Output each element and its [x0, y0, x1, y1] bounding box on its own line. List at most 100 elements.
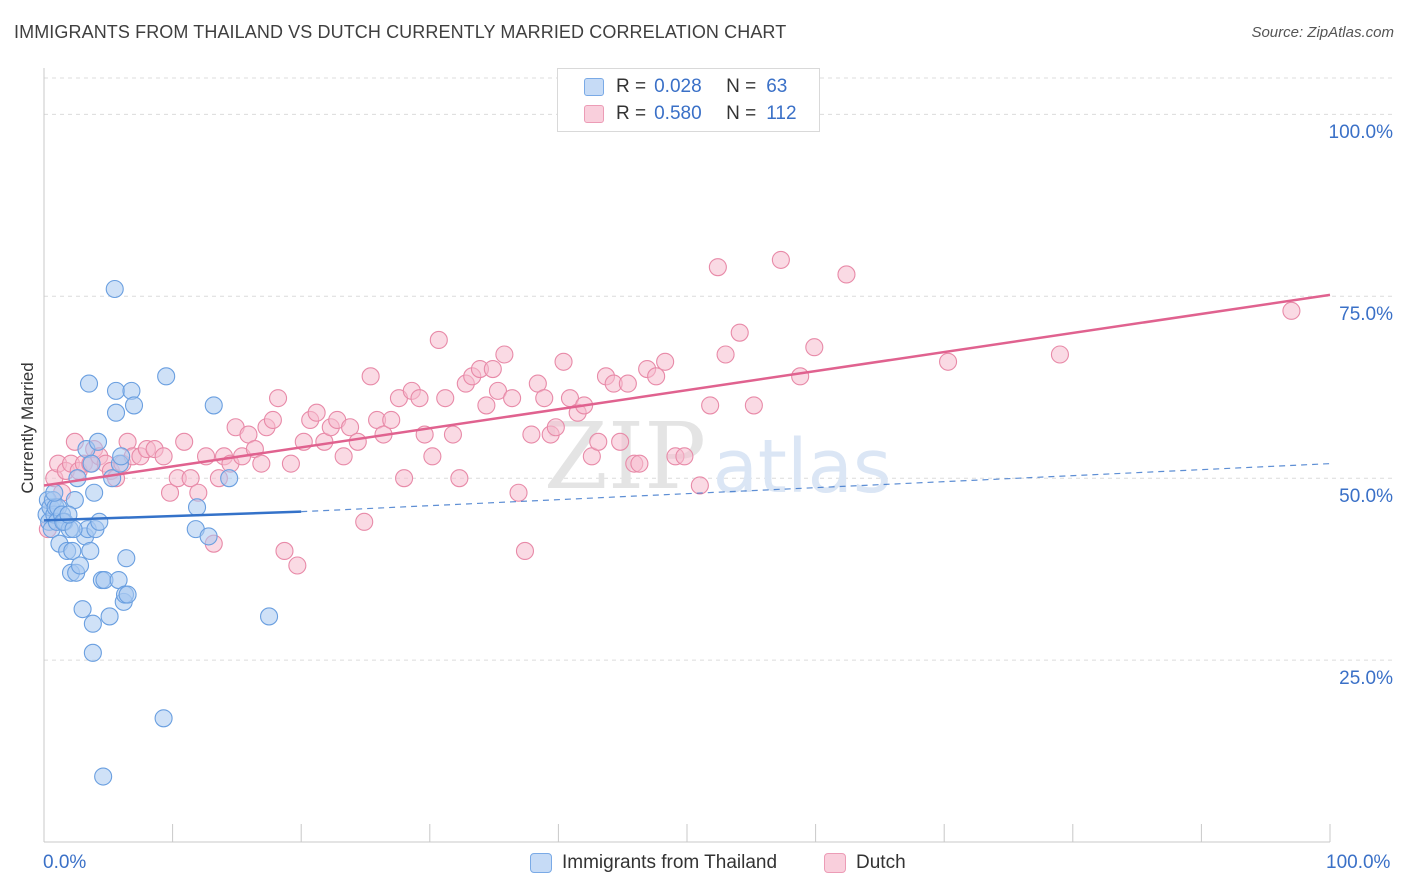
- dutch-point: [515, 541, 535, 561]
- thailand-point: [88, 432, 108, 451]
- thailand-point: [79, 374, 99, 393]
- dutch-point: [175, 432, 194, 451]
- thailand-point: [73, 600, 92, 619]
- dutch-point: [708, 258, 727, 277]
- series-legend-dutch[interactable]: Dutch: [824, 852, 906, 874]
- thailand-point: [83, 614, 102, 633]
- dutch-point: [361, 367, 380, 386]
- dutch-point: [341, 418, 360, 437]
- legend-swatch-thailand: [584, 78, 604, 96]
- thailand-point: [117, 549, 136, 568]
- dutch-point: [791, 367, 810, 386]
- thailand-point: [45, 483, 64, 502]
- legend-r-label: R =: [616, 76, 647, 97]
- dutch-point: [288, 556, 307, 575]
- series-label-dutch: Dutch: [856, 852, 906, 873]
- thailand-point: [100, 607, 119, 626]
- dutch-point: [618, 374, 637, 393]
- thailand-point: [204, 396, 223, 415]
- thailand-point: [94, 767, 113, 786]
- dutch-point: [837, 265, 856, 284]
- thailand-point: [85, 483, 104, 502]
- dutch-point: [656, 352, 675, 371]
- dutch-point: [675, 447, 694, 466]
- dutch-point: [269, 389, 288, 408]
- legend-n-value-thailand: 63: [766, 76, 788, 97]
- y-axis-label: Currently Married: [18, 362, 37, 494]
- gridlines: [44, 77, 1392, 661]
- thailand-trend-line: [43, 510, 302, 522]
- thailand-point: [106, 381, 126, 400]
- dutch-point: [275, 541, 294, 561]
- thailand-point: [68, 469, 87, 488]
- watermark: ZIP atlas: [544, 403, 892, 510]
- legend-n-value-dutch: 112: [766, 103, 797, 124]
- dutch-point: [450, 469, 469, 488]
- dutch-point: [160, 483, 180, 502]
- legend-row-dutch: R = 0.580 N = 112: [584, 102, 797, 126]
- dutch-point: [263, 410, 282, 430]
- y-tick-label: 25.0%: [1339, 668, 1393, 690]
- dutch-point: [546, 418, 565, 437]
- dutch-point: [630, 454, 649, 473]
- thailand-point: [81, 541, 100, 561]
- thailand-point: [124, 396, 144, 415]
- dutch-point: [348, 432, 367, 451]
- dutch-point: [395, 469, 414, 488]
- dutch-point: [1050, 345, 1069, 364]
- legend-n-label: N =: [726, 76, 757, 97]
- thailand-point: [90, 512, 109, 531]
- dutch-point: [307, 403, 326, 422]
- dutch-point: [589, 432, 608, 451]
- thailand-point: [118, 585, 137, 604]
- dutch-point: [429, 330, 448, 349]
- y-axis-label-wrap: Currently Married: [16, 330, 40, 530]
- dutch-point: [771, 250, 790, 269]
- dutch-point: [744, 396, 763, 415]
- dutch-point: [154, 447, 173, 466]
- thailand-point: [106, 403, 126, 422]
- thailand-point: [154, 709, 173, 728]
- source-label: Source: ZipAtlas.com: [1251, 24, 1394, 41]
- dutch-point: [647, 367, 666, 386]
- legend-r-value-dutch: 0.580: [654, 103, 702, 124]
- series-swatch-thailand: [530, 853, 552, 873]
- dutch-point: [281, 454, 300, 473]
- y-tick-label: 100.0%: [1328, 122, 1393, 144]
- dutch-point: [443, 425, 462, 444]
- series-legend-thailand[interactable]: Immigrants from Thailand: [530, 852, 777, 874]
- legend-swatch-dutch: [584, 105, 604, 123]
- thailand-point: [70, 556, 90, 575]
- dutch-point: [554, 352, 573, 371]
- thailand-point: [63, 541, 82, 561]
- dutch-point: [483, 359, 502, 379]
- series-label-thailand: Immigrants from Thailand: [562, 852, 778, 873]
- y-tick-label: 50.0%: [1339, 486, 1393, 508]
- legend-row-thailand: R = 0.028 N = 63: [584, 75, 787, 99]
- legend-n-label: N =: [726, 103, 757, 124]
- dutch-point: [495, 345, 514, 364]
- dutch-points: [38, 250, 1301, 575]
- dutch-point: [477, 396, 496, 415]
- legend-r-label: R =: [616, 103, 647, 124]
- dutch-point: [1282, 301, 1301, 320]
- trend-lines: [43, 293, 1331, 522]
- dutch-point: [503, 389, 522, 408]
- thailand-points: [37, 279, 279, 786]
- thailand-point: [187, 498, 207, 517]
- dutch-point: [382, 410, 401, 430]
- dutch-point: [355, 512, 374, 531]
- watermark-atlas: atlas: [713, 424, 892, 510]
- dutch-point: [535, 389, 554, 408]
- dutch-point: [252, 454, 271, 473]
- dutch-point: [488, 381, 508, 400]
- dutch-point: [410, 389, 429, 408]
- thailand-point: [220, 469, 239, 488]
- axes: [43, 68, 1331, 843]
- x-tick-max: 100.0%: [1326, 852, 1391, 873]
- dutch-point: [436, 389, 455, 408]
- dutch-point: [690, 476, 709, 495]
- y-tick-label: 75.0%: [1339, 304, 1393, 326]
- series-swatch-dutch: [824, 853, 846, 873]
- legend-r-value-thailand: 0.028: [654, 76, 702, 97]
